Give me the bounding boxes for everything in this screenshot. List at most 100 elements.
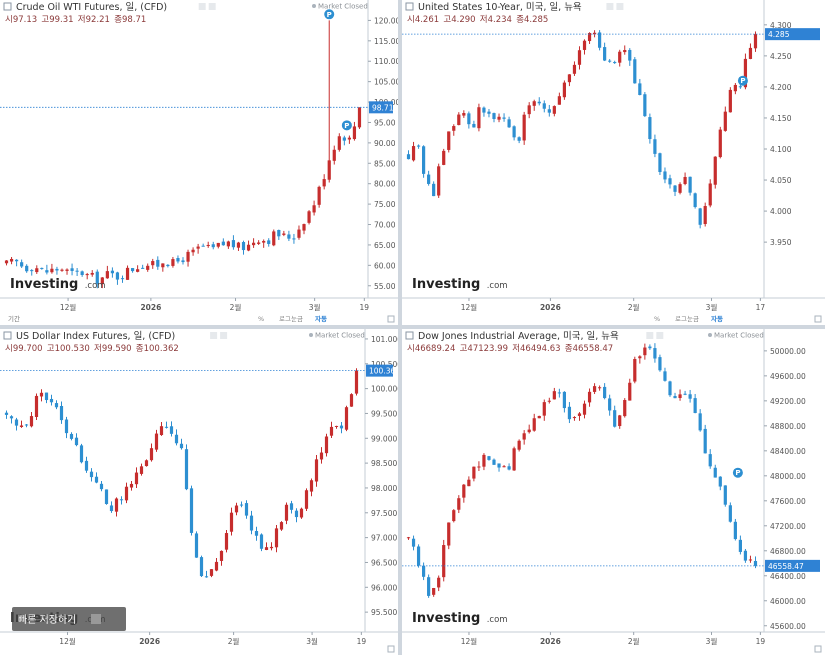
event-marker-icon[interactable] xyxy=(341,120,352,131)
candle-body xyxy=(74,437,79,446)
axis-mode-button[interactable]: 로그눈금 xyxy=(675,315,699,323)
y-tick-label: 115.00 xyxy=(374,37,398,46)
candle-body xyxy=(196,246,200,249)
candle-body xyxy=(683,176,687,184)
candle-body xyxy=(241,242,246,251)
chart-panel-crude-oil[interactable]: 120.00115.00110.00105.00100.0095.0090.00… xyxy=(0,0,398,325)
price-axis[interactable] xyxy=(764,329,825,655)
event-marker-icon[interactable] xyxy=(324,9,335,20)
candle-body xyxy=(633,59,637,84)
candle-body xyxy=(728,505,732,522)
candle-body xyxy=(105,271,109,279)
settings-icon[interactable] xyxy=(210,332,218,339)
price-axis[interactable] xyxy=(368,0,398,325)
candle-body xyxy=(512,448,516,471)
candle-body xyxy=(206,244,210,247)
close-icon[interactable] xyxy=(220,332,228,339)
candle-body xyxy=(324,436,329,454)
close-icon[interactable] xyxy=(616,3,624,10)
settings-gear-icon[interactable] xyxy=(387,645,395,653)
chart-panel-dow-jones[interactable]: 50000.00 49600.00 49200.00 48800.00 48400.00… xyxy=(402,329,825,655)
candle-body xyxy=(79,445,84,463)
y-tick-label: 105.00 xyxy=(374,78,398,87)
candle-body xyxy=(246,244,251,251)
settings-gear-icon[interactable] xyxy=(814,645,822,653)
period-label[interactable]: 기간 xyxy=(8,314,20,323)
candle-body xyxy=(572,64,577,74)
candle-body xyxy=(613,410,617,427)
last-price-tag xyxy=(366,364,393,377)
axis-mode-button[interactable]: 로그눈금 xyxy=(279,315,303,323)
axis-mode-button[interactable]: 자동 xyxy=(315,314,327,323)
chart-title: Crude Oil WTI Futures, 일, (CFD) xyxy=(16,2,167,13)
candle-body xyxy=(312,205,316,213)
candle-body xyxy=(334,425,339,427)
candle-body xyxy=(179,443,184,449)
event-marker-icon[interactable] xyxy=(737,75,748,86)
y-tick-label: 46800.00 xyxy=(770,547,806,556)
candle-body xyxy=(738,539,742,552)
axis-mode-button[interactable]: 자동 xyxy=(711,314,723,323)
candle-body xyxy=(269,546,274,549)
x-tick-label: 2월 xyxy=(228,636,240,646)
chart-svg-3: 50000.00 49600.00 49200.00 48800.00 48400.00… xyxy=(402,329,825,655)
candle-body xyxy=(462,113,466,116)
candle-body xyxy=(683,393,687,395)
axis-mode-button[interactable]: % xyxy=(654,315,660,323)
axis-mode-button[interactable]: % xyxy=(258,315,264,323)
settings-gear-icon[interactable] xyxy=(814,315,822,323)
y-tick-label: 70.00 xyxy=(374,221,396,230)
candle-body xyxy=(224,533,229,550)
candle-body xyxy=(517,440,521,450)
candle-body xyxy=(623,50,627,53)
event-marker-letter: P xyxy=(740,77,745,85)
candle-body xyxy=(35,268,39,273)
event-marker-icon[interactable] xyxy=(732,467,743,478)
candle-body xyxy=(264,547,269,550)
candle-body xyxy=(628,49,632,61)
candle-body xyxy=(472,466,476,479)
price-axis[interactable] xyxy=(764,0,825,325)
candle-body xyxy=(322,179,326,187)
close-icon[interactable] xyxy=(208,3,216,10)
settings-icon[interactable] xyxy=(606,3,614,10)
settings-icon[interactable] xyxy=(646,332,654,339)
candle-body xyxy=(249,515,254,531)
candle-body xyxy=(723,111,727,131)
candle-body xyxy=(139,466,144,474)
candle-body xyxy=(120,278,125,280)
candle-body xyxy=(572,417,577,419)
y-tick-label: 75.00 xyxy=(374,200,396,209)
quick-save-button[interactable]: 빠른 저장하기 xyxy=(12,607,126,631)
y-tick-label: 46000.00 xyxy=(770,597,806,606)
candle-body xyxy=(284,504,289,521)
chart-svg-2: 101.000 100.500 100.000 99.500 99.000 98.500 9… xyxy=(0,329,398,655)
collapse-icon[interactable] xyxy=(3,2,12,11)
brand-suffix: .com xyxy=(487,281,508,291)
y-tick-label: 120.00 xyxy=(374,16,398,25)
candle-body xyxy=(176,258,180,262)
candle-body xyxy=(693,398,697,413)
settings-gear-icon[interactable] xyxy=(387,315,395,323)
candle-body xyxy=(748,47,753,59)
collapse-icon[interactable] xyxy=(405,2,414,11)
candle-body xyxy=(159,426,164,436)
chart-panel-us-10-year[interactable]: 4.300 4.250 4.200 4.150 4.100 4.050 4.000 3.950… xyxy=(402,0,825,325)
x-tick-label: 3월 xyxy=(306,636,318,646)
candle-body xyxy=(216,242,220,247)
candle-body xyxy=(457,114,461,126)
candle-body xyxy=(204,576,209,578)
price-axis[interactable] xyxy=(365,329,398,655)
ohlc-c: 종46558.47 xyxy=(565,344,613,354)
collapse-icon[interactable] xyxy=(405,331,414,340)
collapse-icon[interactable] xyxy=(3,331,12,340)
candle-body xyxy=(34,395,39,417)
y-tick-label: 98.000 xyxy=(371,484,397,493)
chart-panel-dollar-index[interactable]: 101.000 100.500 100.000 99.500 99.000 98.500 9… xyxy=(0,329,398,655)
horizontal-divider[interactable] xyxy=(0,325,825,329)
candle-body xyxy=(304,490,309,509)
ohlc-o: 시4.261 xyxy=(407,15,439,25)
close-icon[interactable] xyxy=(656,332,664,339)
candle-body xyxy=(39,392,44,397)
settings-icon[interactable] xyxy=(198,3,206,10)
